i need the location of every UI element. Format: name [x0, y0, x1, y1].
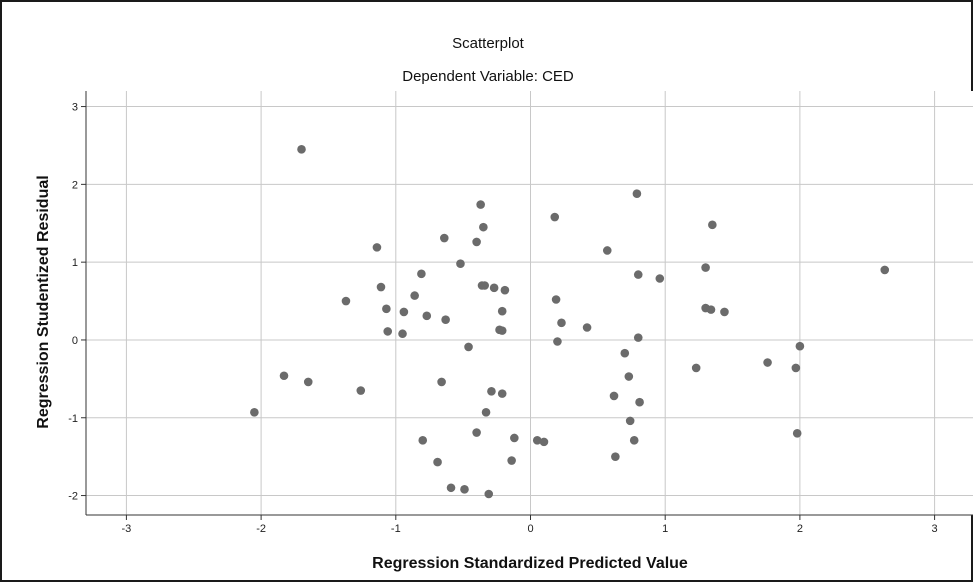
scatter-point: [708, 220, 717, 230]
plot-area: [86, 91, 973, 515]
y-tick-label: 0: [72, 335, 78, 347]
x-tick-label: 0: [527, 523, 533, 535]
scatter-point: [602, 246, 612, 255]
scatter-point: [481, 408, 491, 417]
scatter-point: [356, 386, 366, 395]
y-tick-label: -1: [68, 413, 78, 425]
x-tick-label: 3: [932, 523, 938, 535]
scatter-point: [489, 283, 499, 293]
scatter-point: [791, 363, 801, 373]
scatter-point: [880, 265, 890, 275]
scatter-point: [341, 296, 351, 306]
scatter-point: [410, 291, 419, 300]
scatter-point: [441, 315, 450, 325]
scatter-point: [383, 327, 393, 336]
scatter-point: [510, 433, 519, 443]
scatter-point: [720, 307, 729, 317]
chart-subtitle: Dependent Variable: CED: [402, 68, 574, 85]
scatter-point: [464, 342, 473, 352]
x-axis-title: Regression Standardized Predicted Value: [372, 555, 688, 572]
scatter-point: [376, 282, 386, 292]
scatter-point: [439, 233, 449, 243]
scatter-point: [582, 323, 592, 332]
y-tick-label: -2: [68, 491, 78, 503]
scatter-point: [399, 307, 409, 317]
scatter-point: [629, 436, 639, 445]
scatter-point: [792, 429, 802, 438]
scatter-point: [706, 305, 716, 314]
scatter-point: [303, 377, 313, 387]
scatter-point: [625, 416, 635, 426]
scatter-point: [472, 237, 481, 247]
x-tick-label: 1: [662, 523, 668, 535]
scatter-point: [372, 243, 382, 252]
scatter-point: [480, 281, 490, 290]
scatter-point: [279, 371, 289, 381]
scatter-point: [633, 270, 643, 279]
scatter-point: [633, 333, 643, 342]
scatter-point: [611, 452, 620, 461]
data-points: [250, 145, 890, 499]
y-tick-label: 1: [72, 257, 78, 269]
scatter-point: [539, 437, 549, 447]
scatter-point: [550, 212, 560, 222]
scatter-point: [701, 263, 710, 272]
grid-lines: [86, 91, 973, 515]
scatter-point: [609, 391, 619, 401]
scatter-point: [557, 318, 566, 328]
y-tick-label: 2: [72, 179, 78, 191]
scatter-point: [472, 428, 481, 437]
x-tick-label: -2: [256, 523, 266, 535]
scatter-point: [532, 436, 542, 445]
scatter-point: [497, 306, 507, 316]
scatter-point: [763, 358, 772, 367]
scatter-point: [446, 483, 456, 493]
scatter-point: [418, 436, 428, 445]
tick-labels: -3 -2 -1 0 1 2 3 -2 -1 0 1 2 3: [68, 102, 937, 535]
scatter-point: [382, 304, 391, 314]
scatter-point: [476, 200, 485, 209]
y-tick-label: 3: [72, 102, 78, 114]
scatter-point: [398, 329, 407, 339]
scatter-point: [691, 363, 701, 373]
scatter-point: [620, 348, 630, 358]
scatter-point: [497, 326, 507, 335]
scatter-point: [635, 397, 644, 407]
y-axis-title: Regression Studentized Residual: [35, 175, 52, 428]
x-tick-label: 2: [797, 523, 803, 535]
chart-title: Scatterplot: [452, 35, 525, 52]
scatter-point: [437, 377, 446, 387]
scatter-point: [433, 457, 442, 467]
scatter-point: [551, 295, 561, 304]
x-tick-label: -1: [391, 523, 401, 535]
scatter-point: [795, 341, 805, 351]
scatter-point: [507, 456, 516, 465]
scatter-point: [624, 372, 634, 381]
scatter-point: [487, 387, 496, 396]
scatter-point: [497, 389, 507, 398]
scatter-point: [479, 222, 488, 232]
scatter-point: [456, 259, 465, 269]
scatter-point: [422, 311, 432, 321]
scatter-point: [417, 269, 426, 279]
scatter-point: [632, 189, 642, 198]
scatter-point: [484, 489, 494, 499]
scatter-point: [655, 274, 665, 283]
scatter-point: [500, 285, 510, 295]
scatter-point: [250, 408, 259, 417]
scatter-point: [460, 485, 469, 494]
scatter-point: [553, 337, 562, 346]
scatter-point: [297, 145, 306, 154]
x-tick-label: -3: [122, 523, 132, 535]
